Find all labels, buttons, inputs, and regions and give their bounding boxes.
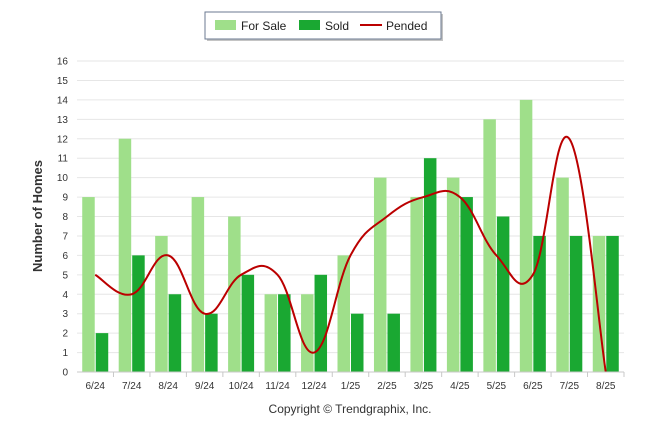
x-tick-label: 7/24 xyxy=(122,381,142,392)
bar-sold xyxy=(95,333,109,372)
bar-for-sale xyxy=(556,177,569,372)
x-tick-label: 12/24 xyxy=(302,381,327,392)
bars xyxy=(82,99,619,372)
y-tick-label: 6 xyxy=(62,251,68,262)
copyright-credit: Copyright © Trendgraphix, Inc. xyxy=(269,402,432,416)
x-axis-ticks: 6/24 7/24 8/24 9/24 10/24 11/24 12/24 1/25 2/25 3… xyxy=(85,372,625,392)
x-tick-label: 6/24 xyxy=(85,381,105,392)
y-tick-label: 5 xyxy=(62,270,68,281)
legend-swatch-sold xyxy=(299,20,320,30)
bar-sold xyxy=(132,255,145,372)
y-tick-label: 10 xyxy=(57,173,69,184)
y-tick-label: 16 xyxy=(57,57,69,68)
bar-for-sale xyxy=(228,216,241,372)
legend-label-sold: Sold xyxy=(325,19,349,33)
y-tick-label: 12 xyxy=(57,134,69,145)
bar-sold xyxy=(241,274,255,372)
y-tick-label: 14 xyxy=(57,95,69,106)
bar-sold xyxy=(168,294,182,372)
legend-box xyxy=(204,11,442,40)
bar-sold xyxy=(351,313,364,372)
y-tick-label: 8 xyxy=(62,212,68,223)
bar-for-sale xyxy=(82,197,95,372)
bar-sold xyxy=(314,274,328,372)
bar-for-sale xyxy=(191,197,205,372)
y-tick-label: 3 xyxy=(62,309,68,320)
y-tick-label: 13 xyxy=(57,115,69,126)
x-tick-label: 7/25 xyxy=(560,381,580,392)
legend-label-pended: Pended xyxy=(386,19,427,33)
bar-sold xyxy=(278,294,291,372)
x-tick-label: 6/25 xyxy=(523,381,543,392)
x-tick-label: 3/25 xyxy=(414,381,434,392)
legend-label-for-sale: For Sale xyxy=(241,19,287,33)
y-tick-label: 7 xyxy=(62,231,68,242)
bar-sold xyxy=(387,313,400,372)
bar-sold xyxy=(533,235,546,372)
bar-sold xyxy=(496,216,510,372)
x-tick-label: 2/25 xyxy=(377,381,397,392)
bar-for-sale xyxy=(118,138,132,372)
x-tick-label: 9/24 xyxy=(195,381,215,392)
legend-swatch-for-sale xyxy=(215,20,236,30)
x-tick-label: 8/24 xyxy=(158,381,178,392)
bar-for-sale xyxy=(519,99,533,372)
series-line-pended xyxy=(94,135,607,373)
bar-for-sale xyxy=(264,294,278,372)
bar-sold xyxy=(606,235,619,372)
y-tick-label: 11 xyxy=(58,154,69,165)
y-axis-title: Number of Homes xyxy=(30,160,45,272)
y-tick-label: 9 xyxy=(62,193,68,204)
bar-sold xyxy=(205,313,218,372)
bar-sold xyxy=(460,197,473,372)
y-tick-label: 4 xyxy=(62,290,68,301)
bar-for-sale xyxy=(155,235,168,372)
x-tick-label: 5/25 xyxy=(487,381,507,392)
x-tick-label: 4/25 xyxy=(450,381,470,392)
bar-for-sale xyxy=(446,177,460,372)
bar-for-sale xyxy=(301,294,314,372)
x-tick-label: 8/25 xyxy=(596,381,616,392)
x-tick-label: 10/24 xyxy=(229,381,254,392)
pended-line xyxy=(94,135,607,373)
y-tick-label: 1 xyxy=(62,348,68,359)
bar-for-sale xyxy=(373,177,387,372)
legend: For Sale Sold Pended xyxy=(204,11,443,41)
bar-for-sale xyxy=(410,197,423,372)
y-tick-label: 2 xyxy=(62,329,68,340)
y-tick-label: 0 xyxy=(62,368,68,379)
bar-sold xyxy=(423,158,437,372)
y-tick-label: 15 xyxy=(57,76,69,87)
bar-sold xyxy=(569,235,583,372)
x-tick-label: 11/24 xyxy=(265,381,290,392)
x-tick-label: 1/25 xyxy=(341,381,361,392)
